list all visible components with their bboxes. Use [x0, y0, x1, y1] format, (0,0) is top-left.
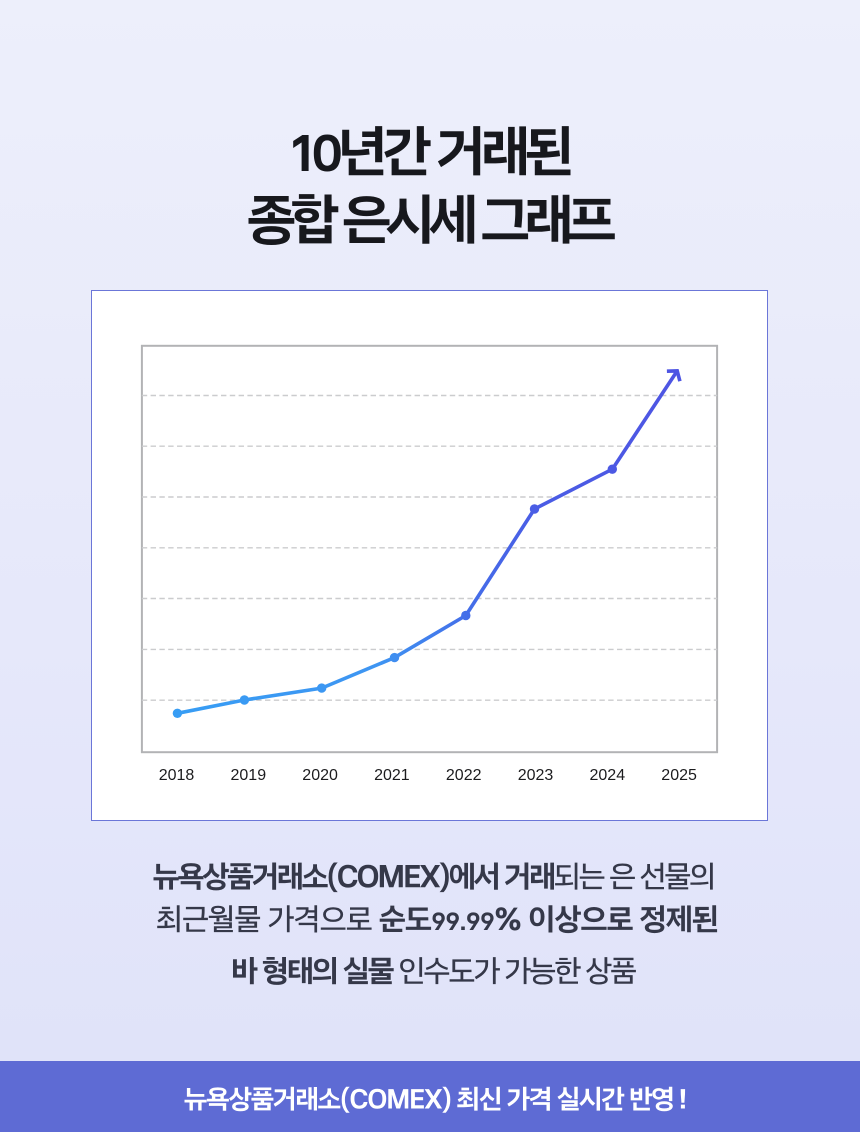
svg-text:2020: 2020 [302, 767, 338, 784]
svg-text:2023: 2023 [518, 767, 554, 784]
svg-text:2021: 2021 [374, 767, 410, 784]
svg-text:2019: 2019 [231, 767, 267, 784]
svg-text:2018: 2018 [159, 767, 195, 784]
svg-text:2025: 2025 [661, 767, 697, 784]
svg-text:2024: 2024 [590, 767, 626, 784]
svg-text:2022: 2022 [446, 767, 482, 784]
